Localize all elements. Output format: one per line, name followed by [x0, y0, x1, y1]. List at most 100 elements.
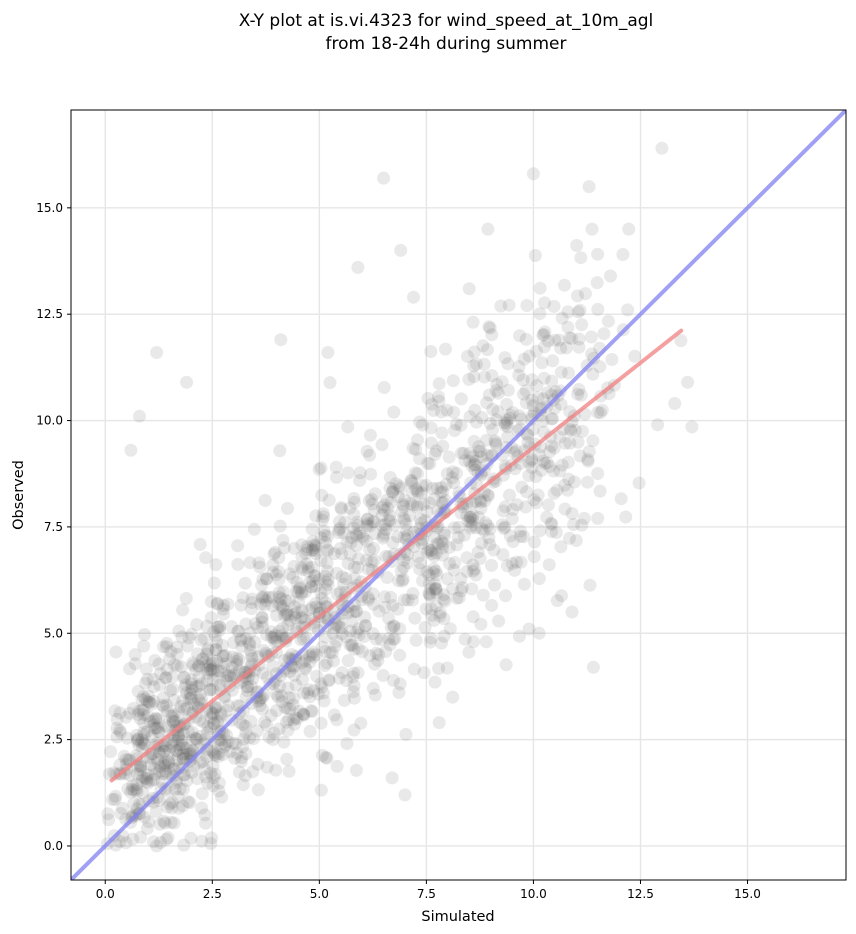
- data-point: [420, 505, 434, 519]
- data-point: [446, 465, 460, 479]
- data-point: [144, 758, 158, 772]
- data-point: [318, 535, 332, 549]
- data-point: [295, 610, 309, 624]
- data-point: [319, 630, 333, 644]
- data-point: [463, 446, 477, 460]
- data-point: [167, 708, 181, 722]
- data-point: [544, 412, 558, 426]
- data-point: [503, 408, 517, 422]
- data-point: [327, 547, 341, 561]
- data-point: [184, 627, 198, 641]
- data-point: [227, 667, 241, 681]
- data-point: [529, 470, 543, 483]
- data-point: [527, 493, 541, 507]
- data-point: [315, 513, 329, 527]
- data-point: [581, 452, 595, 466]
- data-point: [514, 524, 527, 538]
- data-point: [321, 346, 335, 359]
- data-point: [210, 597, 224, 611]
- data-point: [399, 727, 413, 741]
- data-point: [411, 433, 424, 447]
- data-point: [428, 582, 442, 596]
- data-point: [300, 543, 314, 557]
- data-point: [387, 405, 401, 419]
- data-point: [584, 330, 598, 344]
- data-point: [138, 676, 152, 690]
- data-point: [554, 397, 568, 411]
- data-point: [469, 454, 483, 468]
- data-point: [204, 663, 218, 677]
- data-point: [126, 779, 140, 793]
- data-point: [243, 644, 257, 658]
- data-point: [359, 619, 373, 632]
- data-point: [101, 807, 115, 821]
- data-point: [290, 575, 304, 589]
- data-point: [468, 403, 482, 417]
- data-point: [524, 412, 538, 426]
- data-point: [204, 711, 218, 724]
- data-point: [354, 716, 368, 730]
- data-point: [401, 593, 415, 607]
- data-point: [561, 455, 575, 469]
- data-point: [197, 631, 211, 645]
- data-point: [315, 680, 329, 694]
- data-point: [410, 484, 424, 498]
- data-point: [272, 573, 286, 586]
- data-point: [397, 493, 411, 507]
- data-point: [318, 659, 332, 672]
- grid: [71, 110, 846, 880]
- data-point: [369, 646, 383, 660]
- data-point: [174, 660, 188, 674]
- data-point: [214, 709, 228, 722]
- data-point: [185, 680, 199, 694]
- data-point: [388, 632, 402, 646]
- data-point: [226, 650, 240, 664]
- data-point: [593, 360, 607, 374]
- data-point: [158, 756, 172, 769]
- data-point: [595, 403, 609, 417]
- data-point: [130, 728, 144, 742]
- data-point: [363, 428, 377, 442]
- data-point: [430, 481, 444, 495]
- data-point: [185, 765, 199, 779]
- data-point: [334, 501, 348, 514]
- data-point: [420, 545, 434, 559]
- data-point: [183, 796, 197, 810]
- y-tick-label: 10.0: [36, 414, 63, 428]
- data-point: [447, 521, 461, 535]
- data-point: [512, 409, 526, 423]
- data-point: [137, 708, 151, 721]
- data-point: [408, 611, 422, 625]
- data-point: [206, 779, 220, 793]
- data-point: [387, 518, 401, 532]
- data-point: [428, 447, 442, 461]
- data-point: [136, 770, 149, 784]
- data-point: [195, 801, 209, 815]
- data-point: [258, 715, 272, 729]
- data-point: [215, 638, 229, 652]
- data-point: [162, 756, 176, 770]
- data-point: [157, 757, 171, 771]
- data-point: [340, 674, 353, 688]
- data-point: [449, 417, 463, 431]
- data-point: [243, 626, 257, 640]
- data-point: [212, 784, 226, 798]
- data-point: [287, 713, 300, 727]
- data-point: [302, 683, 316, 697]
- data-point: [483, 321, 497, 335]
- data-point: [203, 721, 217, 735]
- data-point: [353, 526, 366, 540]
- data-point: [571, 387, 585, 401]
- data-point: [177, 671, 191, 685]
- data-point: [280, 701, 294, 715]
- data-point: [469, 495, 483, 508]
- data-point: [488, 578, 502, 592]
- data-point: [306, 544, 319, 558]
- data-point: [151, 756, 165, 769]
- data-point: [415, 486, 429, 500]
- data-point: [411, 550, 425, 564]
- data-point: [574, 251, 588, 265]
- data-point: [242, 636, 256, 650]
- data-point: [470, 415, 483, 429]
- data-point: [309, 509, 323, 523]
